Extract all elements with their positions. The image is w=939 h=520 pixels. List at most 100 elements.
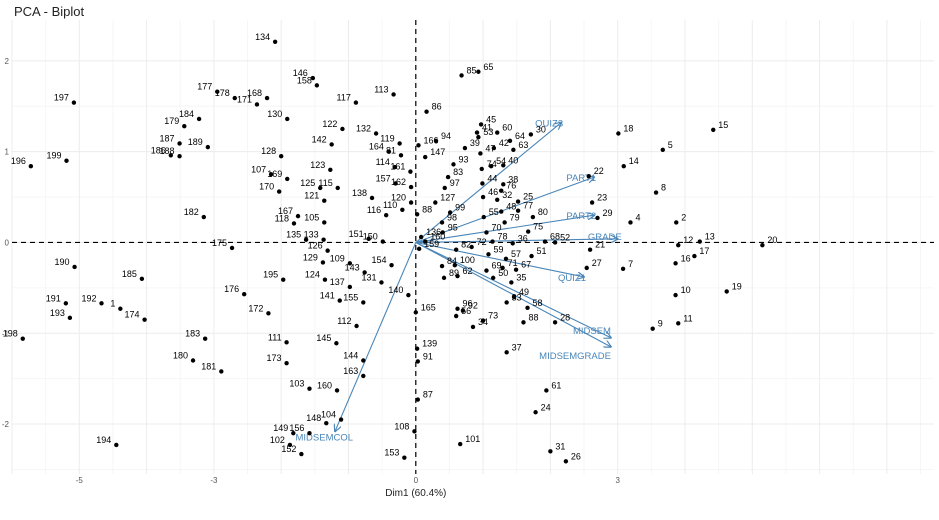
point-label: 155 bbox=[343, 292, 358, 302]
point-label: 98 bbox=[447, 212, 457, 222]
data-point bbox=[418, 234, 424, 240]
variable-label: QUIZ3 bbox=[535, 119, 563, 130]
x-axis-title: Dim1 (60.4%) bbox=[385, 488, 446, 499]
data-point bbox=[484, 268, 489, 273]
data-point bbox=[552, 320, 558, 325]
data-point bbox=[490, 239, 495, 244]
point-label: 135 bbox=[286, 230, 301, 240]
data-point bbox=[525, 305, 530, 311]
data-point bbox=[513, 267, 519, 272]
point-label: 169 bbox=[267, 169, 282, 179]
variable-arrow bbox=[415, 239, 618, 244]
x-tick-label: 0 bbox=[414, 476, 419, 485]
point-label: 105 bbox=[304, 212, 319, 222]
point-label: 73 bbox=[488, 311, 498, 321]
data-point bbox=[291, 221, 297, 226]
point-label: 112 bbox=[337, 316, 351, 326]
point-label: 84 bbox=[447, 256, 457, 266]
point-label: 93 bbox=[458, 154, 468, 164]
data-point bbox=[287, 442, 293, 448]
data-point bbox=[478, 122, 484, 127]
variable-label: MIDSEMCOL bbox=[295, 432, 353, 443]
point-label: 37 bbox=[512, 342, 522, 352]
point-label: 156 bbox=[289, 423, 304, 433]
point-label: 88 bbox=[528, 312, 538, 322]
data-point bbox=[392, 164, 398, 170]
data-point bbox=[423, 154, 428, 160]
point-label: 161 bbox=[390, 162, 405, 172]
data-point bbox=[724, 289, 729, 294]
point-label: 69 bbox=[491, 261, 501, 271]
data-point bbox=[335, 185, 340, 191]
data-point bbox=[285, 176, 290, 182]
data-point bbox=[353, 100, 359, 105]
point-label: 104 bbox=[321, 410, 336, 420]
point-label: 64 bbox=[515, 131, 525, 141]
data-point bbox=[511, 147, 516, 153]
point-label: 113 bbox=[374, 84, 388, 94]
point-label: 49 bbox=[519, 287, 529, 297]
data-point bbox=[510, 241, 515, 246]
data-point bbox=[711, 127, 716, 133]
point-label: 40 bbox=[508, 155, 518, 165]
point-label: 85 bbox=[467, 65, 477, 75]
data-point bbox=[478, 151, 483, 156]
point-label: 107 bbox=[251, 164, 266, 174]
variable-arrow bbox=[415, 177, 594, 243]
data-point bbox=[548, 449, 553, 454]
point-label: 160 bbox=[317, 380, 332, 390]
data-point bbox=[278, 154, 284, 159]
data-point bbox=[241, 292, 247, 297]
point-label: 141 bbox=[320, 291, 335, 301]
point-label: 59 bbox=[493, 244, 503, 254]
point-label: 185 bbox=[122, 269, 137, 279]
data-point bbox=[433, 138, 439, 143]
point-label: 153 bbox=[384, 448, 399, 458]
point-label: 75 bbox=[533, 222, 543, 232]
point-label: 47 bbox=[485, 143, 495, 153]
point-label: 33 bbox=[512, 292, 522, 302]
data-point bbox=[544, 388, 549, 393]
data-point bbox=[285, 116, 290, 122]
data-point bbox=[72, 264, 77, 270]
data-point bbox=[484, 230, 489, 235]
data-point bbox=[361, 373, 366, 379]
point-label: 51 bbox=[537, 246, 547, 256]
data-point bbox=[114, 442, 119, 448]
data-point bbox=[391, 92, 396, 97]
data-point bbox=[423, 239, 428, 244]
point-label: 54 bbox=[496, 156, 506, 166]
point-label: 164 bbox=[369, 142, 384, 152]
point-label: 162 bbox=[391, 177, 406, 187]
data-point bbox=[495, 130, 500, 135]
data-point bbox=[268, 172, 274, 177]
point-label: 126 bbox=[308, 241, 323, 251]
point-label: 4 bbox=[635, 212, 640, 222]
data-point bbox=[386, 149, 392, 154]
chart-title: PCA - Biplot bbox=[14, 4, 85, 19]
data-point bbox=[284, 361, 289, 366]
point-label: 119 bbox=[380, 133, 394, 143]
point-label: 70 bbox=[491, 222, 501, 232]
point-label: 118 bbox=[275, 213, 289, 223]
data-point bbox=[314, 83, 320, 88]
point-label: 186 bbox=[151, 145, 166, 155]
data-point bbox=[563, 459, 569, 464]
data-point bbox=[338, 417, 344, 422]
point-label: 67 bbox=[521, 260, 531, 270]
data-point bbox=[587, 247, 593, 252]
data-point bbox=[168, 153, 174, 158]
point-label: 197 bbox=[54, 93, 69, 103]
data-point bbox=[501, 163, 506, 168]
data-point bbox=[528, 132, 534, 137]
point-label: 189 bbox=[188, 137, 203, 147]
data-point bbox=[303, 237, 309, 242]
point-label: 109 bbox=[330, 253, 345, 263]
data-point bbox=[264, 95, 270, 101]
point-label: 196 bbox=[11, 156, 26, 166]
data-point bbox=[362, 270, 367, 275]
point-label: 150 bbox=[363, 232, 378, 242]
data-point bbox=[455, 306, 460, 311]
point-label: 88 bbox=[422, 204, 432, 214]
data-point bbox=[447, 210, 453, 215]
